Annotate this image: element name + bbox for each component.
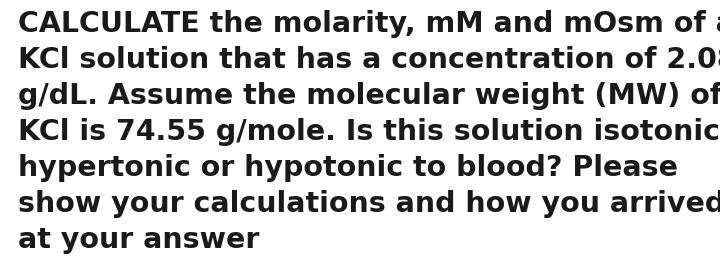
Text: KCl is 74.55 g/mole. Is this solution isotonic,: KCl is 74.55 g/mole. Is this solution is… xyxy=(18,118,720,146)
Text: KCl solution that has a concentration of 2.088: KCl solution that has a concentration of… xyxy=(18,46,720,74)
Text: g/dL. Assume the molecular weight (MW) of: g/dL. Assume the molecular weight (MW) o… xyxy=(18,82,720,110)
Text: at your answer: at your answer xyxy=(18,226,259,254)
Text: CALCULATE the molarity, mM and mOsm of a: CALCULATE the molarity, mM and mOsm of a xyxy=(18,10,720,38)
Text: show your calculations and how you arrived: show your calculations and how you arriv… xyxy=(18,190,720,218)
Text: hypertonic or hypotonic to blood? Please: hypertonic or hypotonic to blood? Please xyxy=(18,154,678,182)
